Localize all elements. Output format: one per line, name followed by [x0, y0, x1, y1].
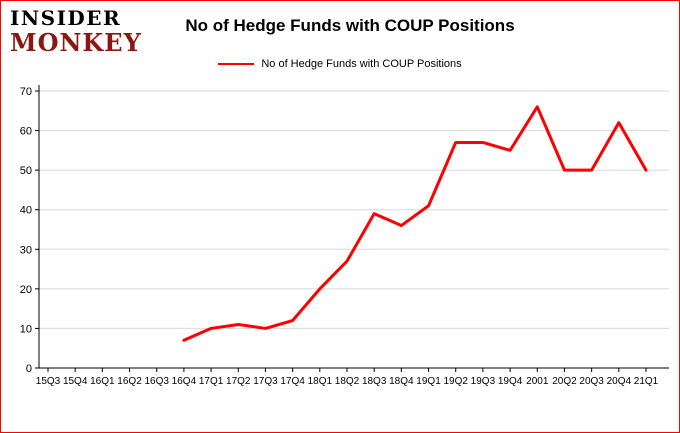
x-tick-label: 17Q4	[280, 376, 305, 387]
x-tick-label: 19Q2	[443, 376, 468, 387]
x-tick-label: 19Q4	[498, 376, 523, 387]
x-tick-label: 18Q1	[308, 376, 333, 387]
y-tick-label: 60	[20, 126, 32, 138]
y-tick-label: 40	[20, 205, 32, 217]
legend-label: No of Hedge Funds with COUP Positions	[261, 58, 462, 70]
x-tick-label: 18Q4	[389, 376, 414, 387]
y-tick-label: 20	[20, 284, 32, 296]
x-tick-label: 17Q3	[253, 376, 278, 387]
chart-title: No of Hedge Funds with COUP Positions	[185, 16, 515, 35]
x-tick-label: 20Q3	[579, 376, 604, 387]
series-line	[182, 105, 648, 342]
x-tick-label: 19Q3	[471, 376, 496, 387]
x-tick-label: 16Q4	[172, 376, 197, 387]
x-tick-label: 15Q4	[63, 376, 88, 387]
logo-word-monkey: MONKEY	[10, 28, 142, 57]
x-tick-label: 17Q1	[199, 376, 224, 387]
legend: No of Hedge Funds with COUP Positions	[1, 58, 679, 70]
x-tick-label: 16Q2	[117, 376, 142, 387]
y-tick-label: 50	[20, 165, 32, 177]
legend-line-swatch	[218, 63, 255, 65]
x-tick-label: 20Q4	[607, 376, 632, 387]
x-tick-label: 18Q3	[362, 376, 387, 387]
logo-word-insider: INSIDER	[10, 6, 122, 30]
x-tick-label: 21Q1	[634, 376, 659, 387]
y-tick-label: 10	[20, 323, 32, 335]
x-tick-label: 17Q2	[226, 376, 251, 387]
y-tick-label: 0	[26, 363, 32, 375]
x-tick-label: 19Q1	[416, 376, 441, 387]
insider-monkey-logo: INSIDER MONKEY	[10, 8, 142, 55]
x-tick-label: 16Q3	[144, 376, 169, 387]
x-tick-label: 2001	[526, 376, 549, 387]
x-tick-label: 15Q3	[36, 376, 61, 387]
y-tick-label: 70	[20, 86, 32, 98]
x-tick-label: 16Q1	[90, 376, 115, 387]
x-tick-label: 18Q2	[335, 376, 360, 387]
y-tick-label: 30	[20, 244, 32, 256]
x-tick-label: 20Q2	[552, 376, 577, 387]
